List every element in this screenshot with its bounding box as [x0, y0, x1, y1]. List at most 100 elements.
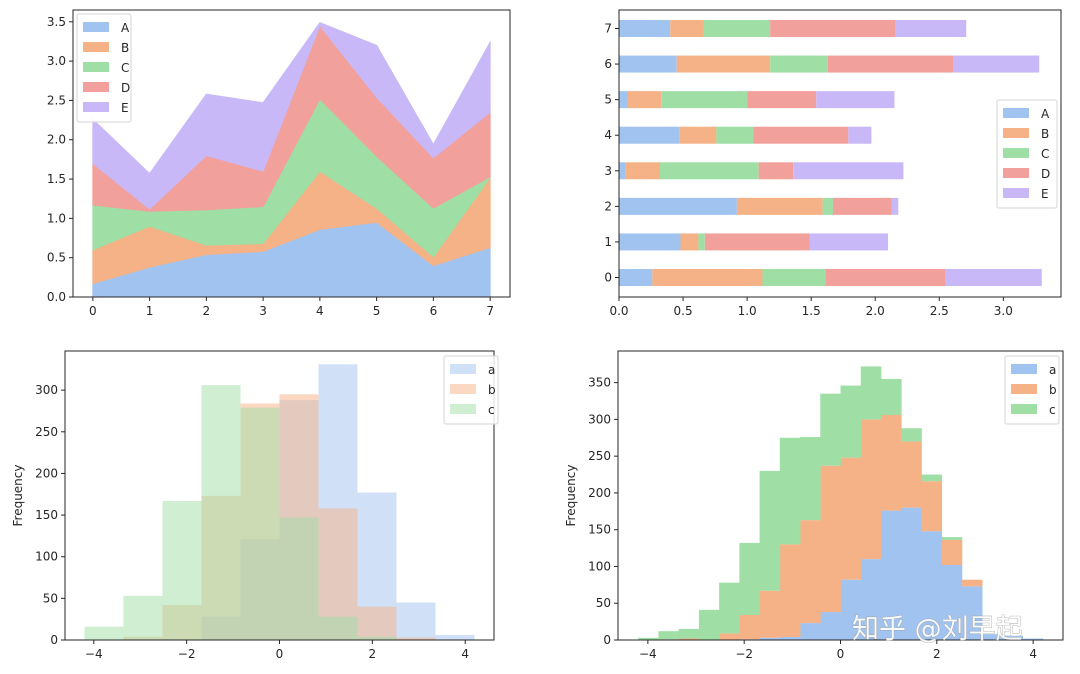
- hist-bar-b: [921, 481, 943, 532]
- bar-B-3: [625, 162, 660, 180]
- legend-swatch-D: [83, 82, 109, 92]
- hist-bar-c: [719, 582, 740, 634]
- legend-swatch-c: [1011, 404, 1037, 414]
- y-tick-label: 100: [588, 559, 611, 573]
- hist-bar-a: [860, 559, 882, 640]
- hist-bar-c: [357, 636, 397, 640]
- x-tick-label: 1.5: [802, 304, 821, 318]
- y-tick-label: 50: [43, 591, 58, 605]
- hist-bar-a: [921, 531, 943, 640]
- bar-B-6: [676, 55, 771, 73]
- y-tick-label: 100: [35, 550, 58, 564]
- hist-bar-a: [435, 635, 475, 640]
- y-tick-label: 0: [603, 633, 611, 647]
- bar-C-0: [762, 269, 826, 287]
- y-tick-label: 1: [604, 235, 612, 249]
- bar-D-0: [825, 269, 946, 287]
- x-tick-label: −2: [735, 647, 753, 661]
- hist-bar-b: [840, 457, 862, 580]
- bar-A-3: [619, 162, 626, 180]
- legend-label-a: a: [488, 363, 495, 377]
- hist-bar-b: [396, 637, 436, 640]
- x-tick-label: 2: [369, 647, 377, 661]
- x-tick-label: 5: [373, 304, 381, 318]
- y-tick-label: 7: [604, 21, 612, 35]
- hist-bar-c: [901, 428, 922, 442]
- x-tick-label: 4: [1029, 647, 1037, 661]
- hist-bar-a: [779, 637, 801, 640]
- bar-B-0: [652, 269, 763, 287]
- bar-E-2: [891, 197, 899, 215]
- bar-C-7: [703, 19, 771, 37]
- legend-label-A: A: [121, 21, 130, 35]
- hist-bar-a: [880, 510, 902, 640]
- hist-bar-c: [698, 609, 720, 640]
- bar-A-6: [619, 55, 677, 73]
- y-tick-label: 150: [35, 508, 58, 522]
- bar-D-7: [770, 19, 896, 37]
- bar-E-6: [953, 55, 1040, 73]
- y-tick-label: 300: [588, 412, 611, 426]
- hist-bar-c: [779, 437, 801, 545]
- bar-A-4: [619, 126, 680, 144]
- x-tick-label: 6: [430, 304, 438, 318]
- bar-B-1: [680, 233, 699, 251]
- hist-bar-b: [779, 544, 801, 638]
- x-tick-label: 2.5: [930, 304, 949, 318]
- bar-C-2: [822, 197, 833, 215]
- legend-swatch-C: [1003, 148, 1029, 158]
- bar-E-3: [793, 162, 904, 180]
- bar-E-5: [816, 91, 895, 109]
- legend-swatch-c: [450, 404, 476, 414]
- bar-D-1: [704, 233, 810, 251]
- hist-bar-c: [279, 517, 319, 640]
- legend-swatch-A: [83, 22, 109, 32]
- x-tick-label: 2.0: [866, 304, 885, 318]
- hist-bar-c: [638, 637, 659, 640]
- y-tick-label: 0: [604, 271, 612, 285]
- legend-swatch-a: [450, 364, 476, 374]
- hist-bar-c: [318, 616, 358, 640]
- hist-bar-b: [759, 590, 781, 638]
- legend-swatch-a: [1011, 364, 1037, 374]
- bar-C-6: [770, 55, 828, 73]
- stacked-histogram-chart: −4 −2 0 2 4 0 50 100 150 200 250 300 350 Frequency abc: [564, 350, 1064, 661]
- y-tick-label: 350: [588, 376, 611, 390]
- x-tick-label: 1: [146, 304, 154, 318]
- hist-bar-a: [1002, 635, 1023, 640]
- hist-bar-c: [240, 407, 280, 640]
- area-series-E: [92, 21, 491, 210]
- x-tick-label: 4: [316, 304, 324, 318]
- hist-bar-c: [941, 537, 963, 540]
- hist-bar-c: [800, 437, 821, 521]
- x-tick-label: 2: [203, 304, 211, 318]
- hist-bar-a: [941, 564, 963, 640]
- y-tick-label: 250: [588, 449, 611, 463]
- y-tick-label: 6: [604, 57, 612, 71]
- legend-label-D: D: [1041, 167, 1050, 181]
- y-tick-label: 250: [35, 425, 58, 439]
- hist-bar-c: [123, 595, 163, 640]
- x-tick-label: 3: [259, 304, 267, 318]
- hist-bar-c: [201, 385, 241, 640]
- hist-bar-b: [820, 465, 841, 613]
- y-tick-label: 150: [588, 523, 611, 537]
- legend-label-B: B: [1041, 127, 1049, 141]
- legend-label-D: D: [121, 81, 130, 95]
- hist-bar-c: [820, 393, 841, 466]
- y-tick-label: 2.0: [47, 133, 66, 147]
- bar-C-4: [716, 126, 754, 144]
- hist-bar-b: [357, 606, 397, 640]
- bar-D-2: [832, 197, 892, 215]
- hist-bar-a: [901, 507, 922, 640]
- bar-B-4: [679, 126, 717, 144]
- hist-bar-b: [739, 614, 760, 640]
- x-tick-label: 7: [486, 304, 494, 318]
- y-axis-label: Frequency: [564, 465, 578, 527]
- y-tick-label: 3.5: [47, 15, 66, 29]
- hist-bar-c: [739, 542, 760, 615]
- legend-label-a: a: [1049, 363, 1056, 377]
- legend-label-E: E: [121, 101, 129, 115]
- hist-bar-c: [759, 470, 781, 591]
